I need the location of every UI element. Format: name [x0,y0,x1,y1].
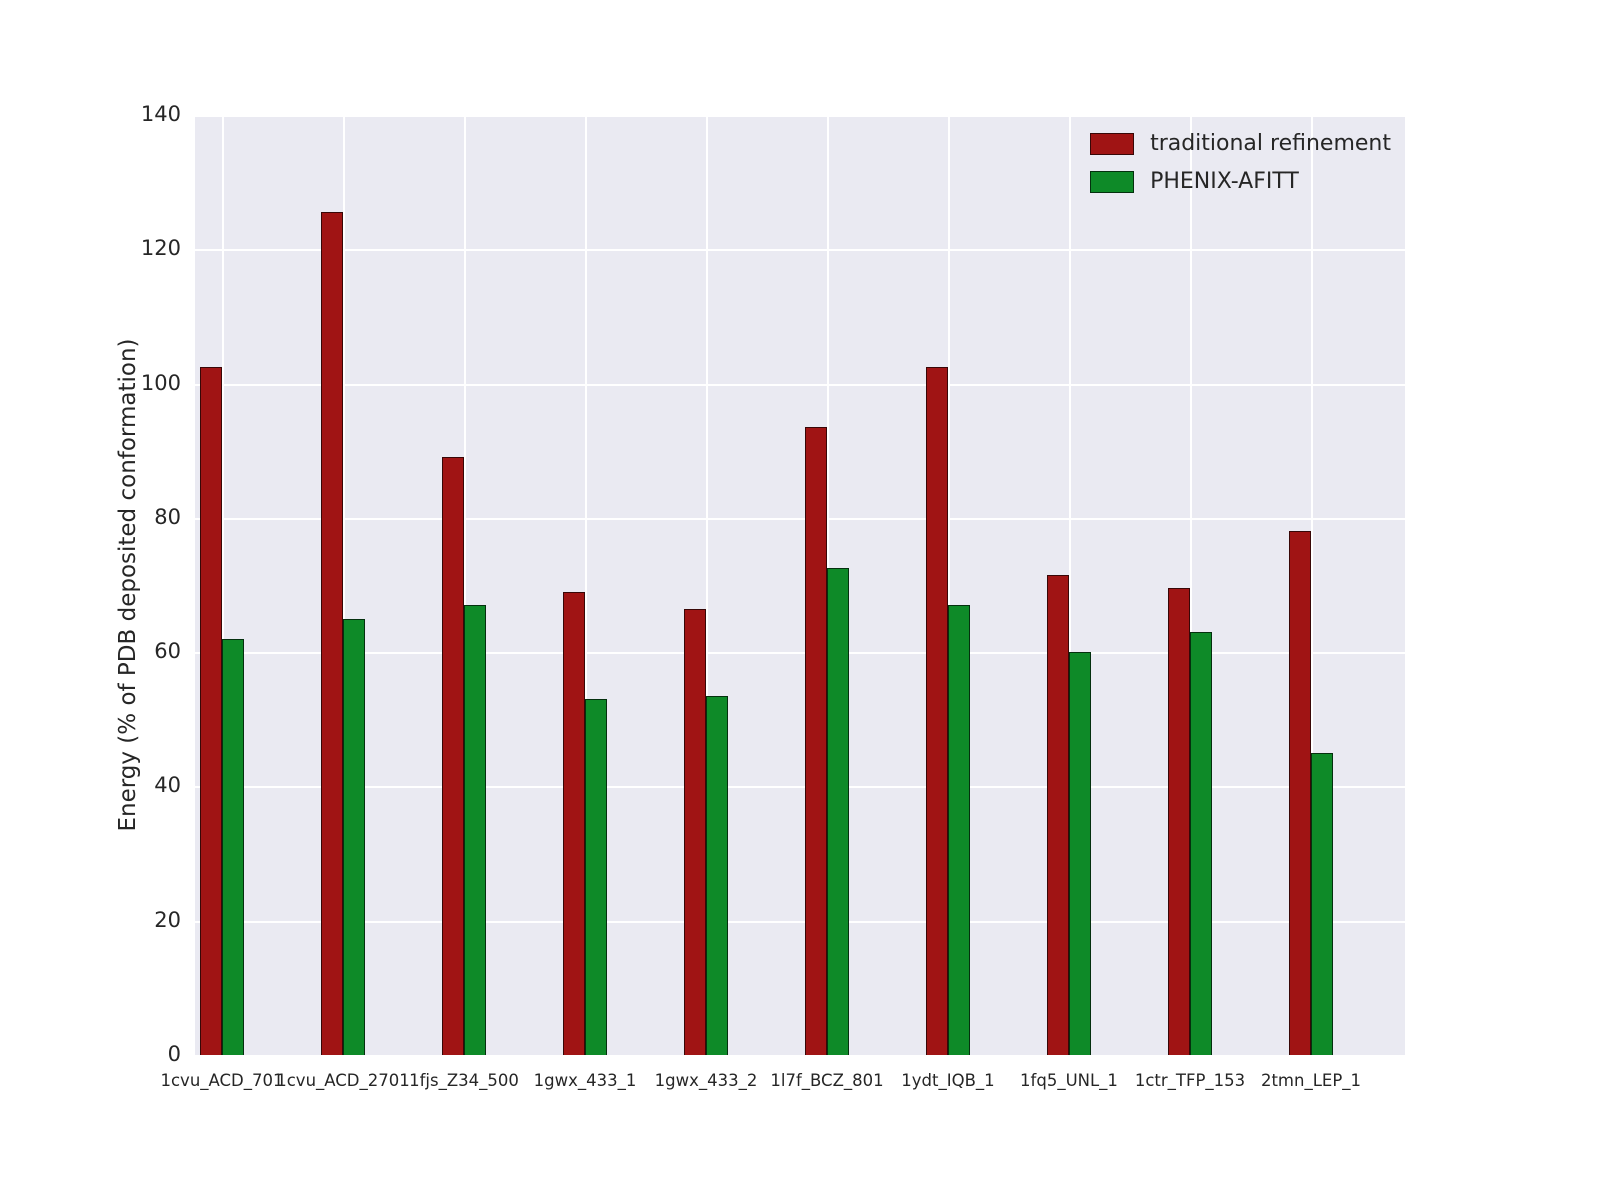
bar-phenix-afitt-1ctr_TFP_153 [1190,632,1212,1055]
bar-phenix-afitt-1fq5_UNL_1 [1069,652,1091,1055]
y-tick-label: 80 [154,504,181,529]
plot-area: traditional refinement PHENIX-AFITT [195,115,1405,1057]
x-tick-label: 1gwx_433_2 [654,1071,758,1090]
x-tick-label: 1cvu_ACD_2701 [276,1071,410,1090]
x-tick-label: 2tmn_LEP_1 [1260,1071,1362,1090]
horizontal-gridline [195,517,1405,520]
horizontal-gridline [195,920,1405,923]
y-tick-label: 0 [167,1042,181,1066]
y-tick-label: 60 [154,639,181,664]
vertical-gridline [948,115,950,1055]
bar-phenix-afitt-2tmn_LEP_1 [1311,752,1333,1055]
legend-item-phenix-afitt: PHENIX-AFITT [1090,169,1391,194]
bar-traditional-refinement-1ctr_TFP_153 [1168,588,1190,1055]
bar-phenix-afitt-1cvu_ACD_701 [222,638,244,1055]
bar-traditional-refinement-1fjs_Z34_500 [442,457,464,1055]
legend-swatch-phenix-afitt [1090,170,1135,193]
bar-phenix-afitt-1ydt_IQB_1 [948,605,970,1055]
horizontal-gridline [195,786,1405,789]
vertical-gridline [706,115,708,1055]
y-tick-label: 20 [154,907,181,932]
bar-traditional-refinement-1cvu_ACD_701 [200,366,222,1055]
x-tick-label: 1ydt_IQB_1 [901,1071,995,1090]
legend-item-traditional: traditional refinement [1090,131,1391,156]
vertical-gridline [585,115,587,1055]
vertical-gridline [343,115,345,1055]
vertical-gridline [1311,115,1313,1055]
legend-label-traditional: traditional refinement [1150,131,1391,156]
horizontal-gridline [195,1055,1405,1057]
x-tick-label: 1cvu_ACD_701 [160,1071,284,1090]
bar-traditional-refinement-1gwx_433_1 [563,591,585,1055]
y-tick-label: 100 [140,370,181,395]
bar-traditional-refinement-1fq5_UNL_1 [1047,574,1069,1055]
legend-swatch-traditional [1090,132,1135,155]
horizontal-gridline [195,652,1405,655]
bar-phenix-afitt-1gwx_433_2 [706,695,728,1055]
legend-label-phenix-afitt: PHENIX-AFITT [1150,169,1299,194]
bar-phenix-afitt-1cvu_ACD_2701 [343,618,365,1055]
horizontal-gridline [195,115,1405,117]
x-tick-label: 1fjs_Z34_500 [409,1071,519,1090]
x-tick-label: 1fq5_UNL_1 [1020,1071,1118,1090]
y-axis-title: Energy (% of PDB deposited conformation) [115,338,141,832]
vertical-gridline [222,115,224,1055]
bar-traditional-refinement-1gwx_433_2 [684,608,706,1055]
vertical-gridline [1190,115,1192,1055]
horizontal-gridline [195,249,1405,252]
legend: traditional refinement PHENIX-AFITT [1090,131,1391,194]
bar-traditional-refinement-1l7f_BCZ_801 [805,427,827,1055]
bar-phenix-afitt-1fjs_Z34_500 [464,605,486,1055]
y-tick-label: 140 [140,102,181,126]
bar-traditional-refinement-2tmn_LEP_1 [1289,531,1311,1055]
vertical-gridline [1069,115,1071,1055]
x-tick-label: 1ctr_TFP_153 [1134,1071,1246,1090]
vertical-gridline [464,115,466,1055]
bar-traditional-refinement-1cvu_ACD_2701 [321,212,343,1055]
x-tick-label: 1l7f_BCZ_801 [770,1071,884,1090]
bar-phenix-afitt-1gwx_433_1 [585,699,607,1055]
bar-phenix-afitt-1l7f_BCZ_801 [827,568,849,1055]
x-tick-label: 1gwx_433_1 [533,1071,637,1090]
y-tick-label: 40 [154,773,181,798]
bar-traditional-refinement-1ydt_IQB_1 [926,366,948,1055]
y-tick-label: 120 [140,236,181,261]
horizontal-gridline [195,383,1405,386]
